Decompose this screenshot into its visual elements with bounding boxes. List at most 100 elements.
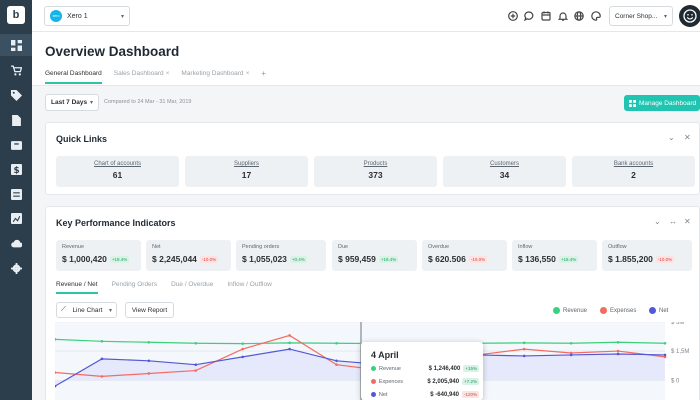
sidebar-item-inventory[interactable]	[0, 134, 32, 156]
change-badge: -10.0%	[655, 255, 675, 263]
data-point-net	[569, 353, 573, 357]
data-point-expenses	[241, 347, 244, 351]
quick-link-chart-of-accounts[interactable]: Chart of accounts 61	[56, 156, 179, 187]
close-icon[interactable]: ×	[245, 70, 250, 77]
globe-icon[interactable]	[573, 10, 585, 22]
kpi-overdue[interactable]: Overdue $ 620.506 -10.0%	[422, 240, 507, 271]
close-icon[interactable]: ✕	[684, 217, 691, 226]
data-point-revenue	[663, 341, 667, 345]
quick-link-suppliers[interactable]: Suppliers 17	[185, 156, 308, 187]
chart-tooltip: 4 April Revenue $ 1,246,400 +15% Expence…	[361, 342, 483, 400]
palette-icon[interactable]	[590, 10, 602, 22]
svg-text:$: $	[13, 165, 19, 174]
legend-revenue[interactable]: Revenue	[553, 307, 587, 314]
tab-sales-dashboard[interactable]: Sales Dashboard ×	[113, 70, 170, 77]
legend-dot	[600, 307, 607, 314]
chevron-down-icon[interactable]: ⌄	[668, 133, 675, 142]
organization-select[interactable]: xero Xero 1 ▾	[44, 6, 130, 26]
document-icon	[11, 114, 21, 126]
series-line-expenses	[55, 334, 666, 378]
change-badge: -10.0%	[468, 255, 488, 263]
sidebar-item-documents[interactable]	[0, 109, 32, 131]
tab-marketing-dashboard[interactable]: Marketing Dashboard ×	[181, 70, 250, 77]
page-title: Overview Dashboard	[45, 44, 180, 59]
shop-name: Corner Shop...	[615, 12, 658, 20]
bell-icon[interactable]	[557, 10, 569, 22]
date-range-select[interactable]: Last 7 Days ▾	[45, 94, 99, 111]
sidebar-item-reports[interactable]	[0, 183, 32, 205]
app-logo[interactable]: b	[7, 6, 25, 24]
change-badge: +18.4%	[109, 255, 130, 263]
data-point-net	[100, 357, 104, 361]
shop-select[interactable]: Corner Shop... ▾	[609, 6, 673, 26]
data-point-expenses	[55, 371, 57, 374]
dashboard-tabs: General Dashboard Sales Dashboard × Marke…	[45, 69, 267, 84]
change-badge: +15%	[463, 365, 479, 372]
sidebar-item-sales[interactable]	[0, 59, 32, 81]
add-tab-button[interactable]: +	[261, 69, 267, 78]
manage-dashboard-button[interactable]: Manage Dashboard	[624, 95, 700, 111]
y-tick-label: $ 0	[671, 378, 680, 384]
change-badge: -10.0%	[199, 255, 219, 263]
data-point-revenue	[335, 341, 338, 345]
sidebar-item-analytics[interactable]	[0, 207, 32, 229]
data-point-expenses	[100, 375, 104, 378]
sidebar-item-settings[interactable]	[0, 257, 32, 279]
quick-link-products[interactable]: Products 373	[314, 156, 437, 187]
data-point-net	[55, 384, 57, 388]
sidebar-item-tags[interactable]	[0, 84, 32, 106]
tab-pending-orders[interactable]: Pending Orders	[111, 281, 158, 288]
manage-dashboard-label: Manage Dashboard	[639, 99, 697, 107]
sidebar-item-dashboard[interactable]	[0, 34, 32, 56]
calendar-icon[interactable]	[540, 10, 552, 22]
kpi-title: Key Performance Indicators	[56, 218, 176, 228]
compare-text: Compared to 24 Mar - 31 Mar, 2019	[104, 99, 192, 105]
organization-name: Xero 1	[67, 12, 88, 20]
grid-icon	[629, 99, 636, 107]
kpi-outflow[interactable]: Outflow $ 1.855,200 -10.0%	[602, 240, 692, 271]
data-point-net	[288, 347, 291, 351]
view-report-button[interactable]: View Report	[125, 302, 174, 318]
tab-general-dashboard[interactable]: General Dashboard	[45, 70, 102, 84]
add-icon[interactable]	[507, 10, 519, 22]
legend-net[interactable]: Net	[649, 307, 668, 314]
legend-expenses[interactable]: Expenses	[600, 307, 636, 314]
chevron-down-icon[interactable]: ⌄	[654, 217, 661, 226]
close-icon[interactable]: ✕	[684, 133, 691, 142]
user-avatar[interactable]	[679, 5, 700, 27]
kpi-revenue[interactable]: Revenue $ 1,000,420 +18.4%	[56, 240, 141, 271]
expand-icon[interactable]: ↔	[669, 217, 677, 226]
xero-logo: xero	[50, 10, 62, 22]
change-badge: -120%	[462, 391, 480, 398]
quick-links-title: Quick Links	[56, 134, 108, 144]
data-point-revenue	[241, 342, 244, 345]
data-point-revenue	[147, 340, 151, 344]
kpi-due[interactable]: Due $ 959,459 +18.4%	[332, 240, 417, 271]
tab-due-overdue[interactable]: Due / Overdue	[171, 281, 214, 288]
sidebar-item-cloud[interactable]	[0, 232, 32, 254]
tab-inflow-outflow[interactable]: Inflow / Outflow	[227, 281, 272, 288]
close-icon[interactable]: ×	[165, 70, 170, 77]
chart-type-select[interactable]: ⟋ Line Chart ▾	[56, 302, 117, 318]
quick-link-bank-accounts[interactable]: Bank accounts 2	[572, 156, 695, 187]
quick-link-customers[interactable]: Customers 34	[443, 156, 566, 187]
data-point-expenses	[147, 372, 151, 375]
data-point-expenses	[288, 334, 291, 337]
data-point-net	[663, 353, 667, 357]
data-point-revenue	[100, 340, 104, 343]
chat-icon[interactable]	[523, 10, 535, 22]
line-chart-icon: ⟋	[61, 306, 66, 313]
legend-dot	[371, 366, 376, 371]
sidebar-item-payments[interactable]: $	[0, 158, 32, 180]
data-point-net	[147, 359, 151, 363]
data-point-revenue	[288, 341, 291, 345]
kpi-pending-orders[interactable]: Pending orders $ 1,055,023 +0.4%	[236, 240, 326, 271]
data-point-net	[194, 363, 198, 366]
tab-revenue-net[interactable]: Revenue / Net	[56, 281, 98, 294]
kpi-net[interactable]: Net $ 2,245,044 -10.0%	[146, 240, 231, 271]
data-point-revenue	[616, 340, 620, 344]
data-point-revenue	[55, 338, 57, 341]
legend-dot	[649, 307, 656, 314]
sidebar: b $	[0, 0, 32, 400]
kpi-inflow[interactable]: Inflow $ 136,550 +18.4%	[512, 240, 597, 271]
